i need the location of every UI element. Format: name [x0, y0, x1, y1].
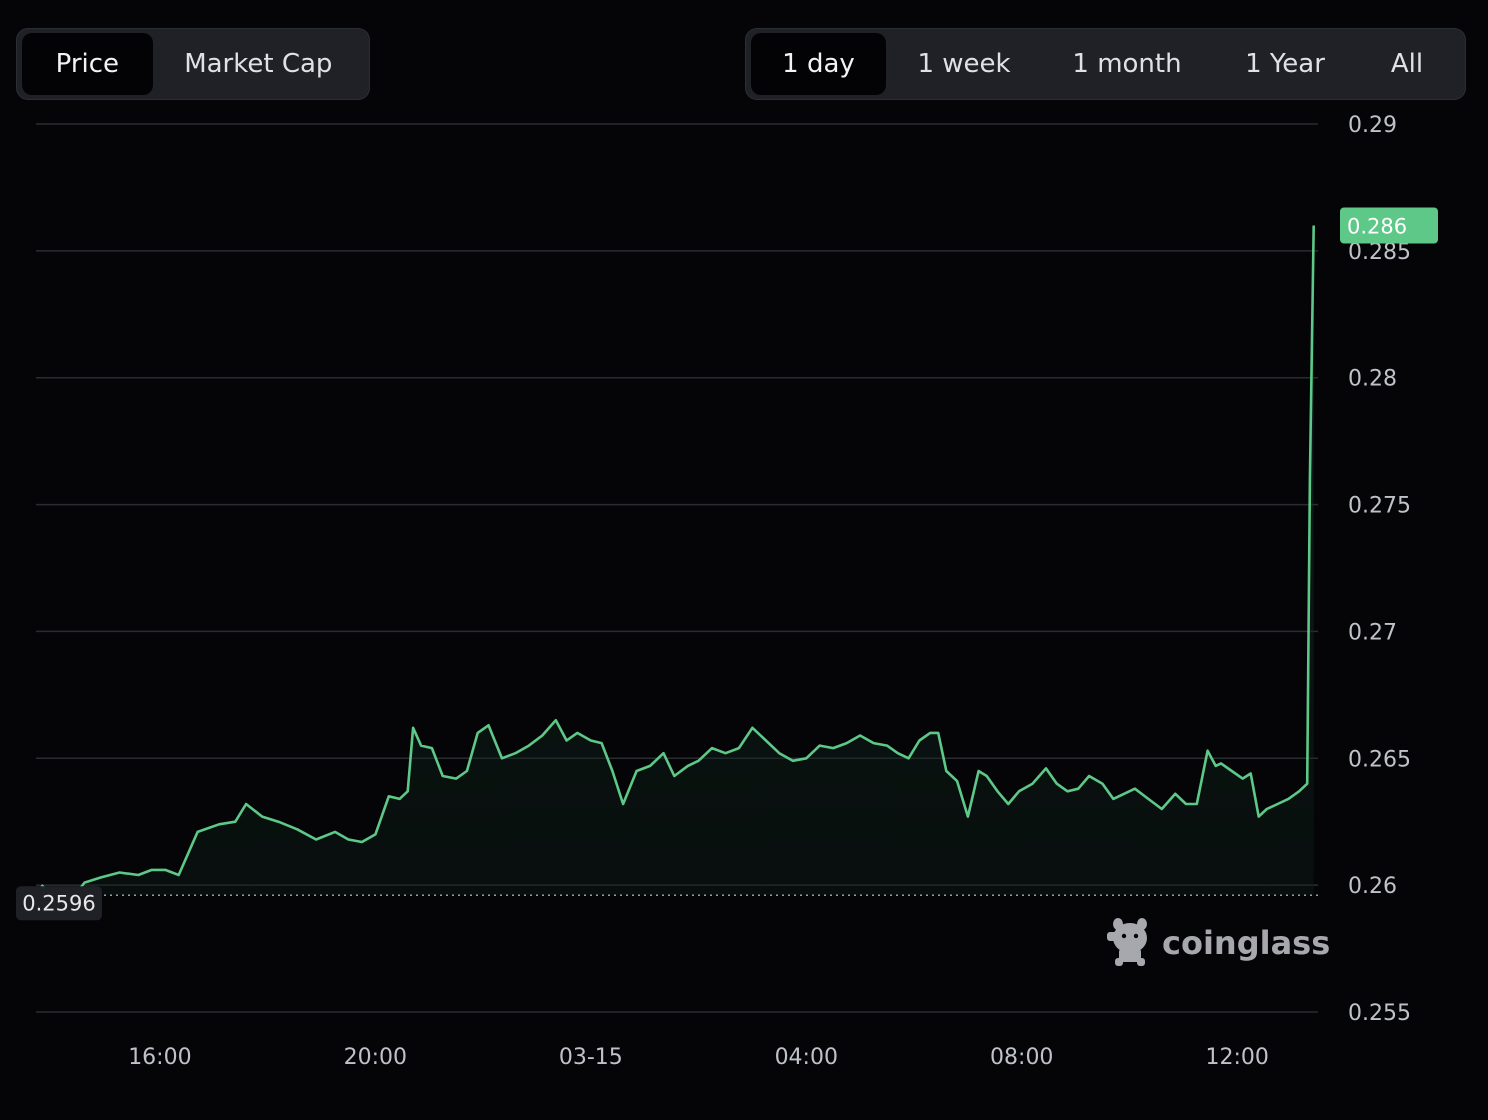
tab-1-month[interactable]: 1 month — [1072, 49, 1182, 79]
grid-lines — [36, 123, 1318, 1013]
x-axis-labels: 16:00 20:00 03-15 04:00 08:00 12:00 — [128, 1045, 1269, 1070]
x-tick-label: 03-15 — [559, 1045, 623, 1070]
y-tick-label: 0.275 — [1348, 494, 1411, 519]
tab-price[interactable]: Price — [22, 33, 153, 95]
y-tick-label: 0.26 — [1348, 874, 1397, 899]
y-tick-label: 0.255 — [1348, 1001, 1411, 1026]
y-tick-label: 0.29 — [1348, 113, 1397, 138]
tab-market-cap[interactable]: Market Cap — [184, 49, 333, 79]
range-tab-group: 1 day 1 week 1 month 1 Year All — [745, 28, 1466, 100]
watermark-text: coinglass — [1162, 924, 1330, 962]
tab-1-day[interactable]: 1 day — [751, 33, 886, 95]
x-tick-label: 04:00 — [775, 1045, 838, 1070]
tab-1-year[interactable]: 1 Year — [1245, 49, 1325, 79]
y-axis-labels: 0.29 0.285 0.28 0.275 0.27 0.265 0.26 0.255 — [1348, 113, 1411, 1026]
price-area-fill — [41, 225, 1314, 896]
last-price-badge: 0.286 — [1340, 207, 1438, 244]
metric-tab-group: Price Market Cap — [16, 28, 370, 100]
coinglass-mascot-icon — [1107, 918, 1147, 966]
baseline-value-label: 0.2596 — [22, 891, 95, 915]
y-tick-label: 0.28 — [1348, 367, 1397, 392]
y-tick-label: 0.265 — [1348, 747, 1411, 772]
x-tick-label: 16:00 — [128, 1045, 191, 1070]
x-tick-label: 20:00 — [344, 1045, 407, 1070]
last-price-label: 0.286 — [1347, 214, 1407, 238]
y-tick-label: 0.27 — [1348, 620, 1397, 645]
price-line-up — [40, 225, 1315, 896]
coinglass-watermark: coinglass — [1107, 918, 1330, 966]
tab-all[interactable]: All — [1390, 49, 1424, 79]
tab-1-week[interactable]: 1 week — [917, 49, 1011, 79]
y-tick-label: 0.285 — [1348, 240, 1411, 265]
baseline-badge: 0.2596 — [16, 886, 102, 921]
x-tick-label: 12:00 — [1205, 1045, 1268, 1070]
x-tick-label: 08:00 — [990, 1045, 1053, 1070]
